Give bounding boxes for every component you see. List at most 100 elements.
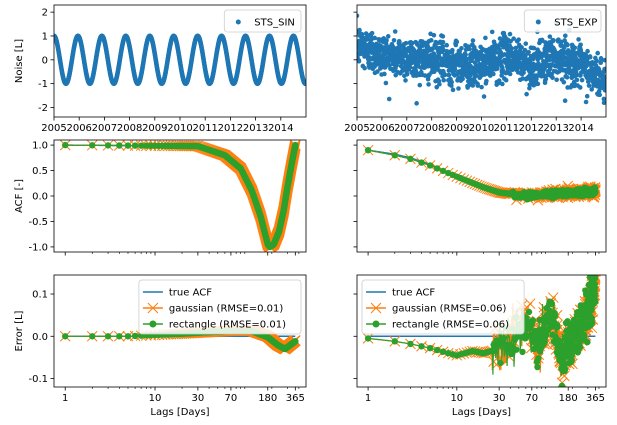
data-point (562, 98, 568, 104)
panel-top-right: 2005 2006 2007 2008 2009 2010 2011 2012 2013 2014… (344, 9, 606, 134)
x-tick-label: 2005 (344, 123, 369, 134)
data-point (547, 34, 553, 39)
data-point (472, 60, 478, 65)
data-point (391, 37, 397, 43)
data-point (459, 45, 464, 51)
data-point (586, 83, 592, 88)
data-point (597, 92, 602, 98)
data-point (508, 38, 513, 44)
data-point (463, 52, 468, 58)
data-point (357, 27, 362, 33)
legend: STS_EXP (523, 9, 602, 33)
data-point (524, 91, 529, 97)
x-tick-label: 2010 (167, 123, 192, 134)
data-point (561, 79, 567, 85)
data-point (454, 39, 460, 45)
series-rectangle-rmse-0-06--marker (439, 167, 447, 175)
data-point (495, 66, 500, 71)
data-point (519, 45, 524, 50)
data-point (595, 50, 600, 56)
data-point (563, 33, 568, 39)
data-point (602, 57, 606, 63)
panel-top-right-frame (356, 4, 607, 118)
data-point (470, 83, 476, 88)
data-point (383, 80, 389, 86)
data-point (444, 42, 449, 48)
y-tick-label: -1.0 (28, 242, 48, 253)
y-axis-label: ACF [-] (14, 179, 25, 213)
data-point (359, 32, 365, 37)
series-rectangle-rmse-0-01--marker (62, 141, 69, 149)
data-point (491, 71, 496, 77)
x-tick-label: 2006 (66, 123, 91, 134)
data-point (473, 73, 479, 78)
x-tick-label: 2013 (243, 123, 268, 134)
data-point (601, 96, 606, 102)
panel-top-right-plot (357, 13, 606, 106)
data-point (546, 57, 552, 63)
x-tick-label: 2011 (192, 123, 217, 134)
y-tick-label: 0 (42, 55, 48, 66)
legend-label: STS_SIN (254, 18, 295, 29)
data-point (531, 45, 537, 51)
data-point (550, 75, 555, 80)
data-point (530, 56, 536, 62)
series-rectangle-rmse-0-01- (62, 141, 299, 251)
data-point (527, 85, 532, 91)
x-tick-label: 2006 (369, 123, 394, 134)
x-tick-label: 2010 (469, 123, 494, 134)
data-point (449, 79, 454, 85)
legend-marker (535, 19, 541, 25)
panel-middle-left-plot (59, 140, 301, 252)
data-point (589, 87, 595, 92)
x-tick-label: 2007 (394, 123, 419, 134)
data-point (565, 42, 570, 48)
data-point (375, 69, 380, 74)
x-tick-label: 2014 (568, 123, 593, 134)
data-point (437, 81, 442, 87)
data-point (369, 30, 375, 36)
data-point (392, 29, 398, 34)
data-point (577, 85, 583, 90)
data-point (587, 54, 593, 60)
data-point (450, 87, 456, 93)
data-point (440, 39, 446, 45)
data-point (475, 83, 481, 88)
y-tick-label: 2 (42, 8, 48, 19)
data-point (403, 78, 408, 83)
data-point (479, 84, 484, 90)
x-tick-label: 2013 (543, 123, 568, 134)
data-point (409, 40, 415, 46)
data-point (584, 93, 590, 99)
data-point (386, 96, 392, 102)
data-point (499, 73, 504, 78)
data-point (431, 32, 437, 38)
data-point (372, 35, 378, 41)
data-point (376, 52, 382, 58)
y-tick-label: -0.5 (28, 217, 48, 228)
x-tick-label: 2008 (419, 123, 444, 134)
data-point (574, 77, 580, 83)
data-point (428, 37, 434, 43)
data-point (471, 44, 477, 50)
series-rectangle-rmse-0-01--marker (89, 142, 96, 149)
series-rectangle-rmse-0-01--marker (292, 141, 299, 149)
data-point (446, 72, 452, 78)
series-rectangle-rmse-0-01--marker (104, 142, 112, 149)
data-point (578, 42, 583, 48)
data-point (561, 45, 567, 51)
data-point (511, 36, 516, 41)
legend-box (223, 9, 302, 33)
data-point (404, 71, 410, 77)
x-tick-label: 2008 (117, 123, 142, 134)
series-rectangle-rmse-0-06--marker (407, 155, 414, 163)
panel-middle-right (353, 144, 601, 256)
data-point (403, 40, 409, 46)
data-point (601, 100, 606, 106)
data-point (362, 65, 367, 71)
data-point (425, 44, 431, 49)
data-point (572, 45, 578, 51)
data-point (602, 87, 606, 93)
